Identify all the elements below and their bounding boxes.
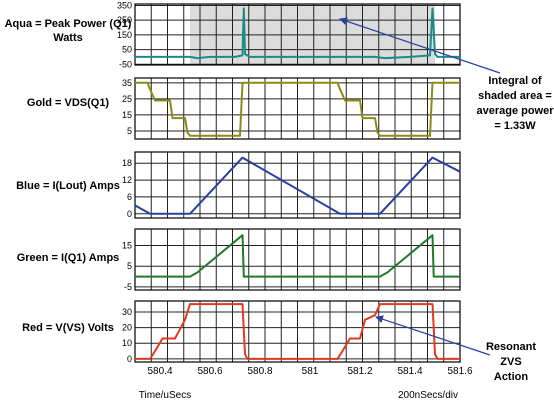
y-tick-label: -5 <box>124 282 132 292</box>
x-tick-label: 581 <box>302 366 319 377</box>
panel-label-line: Green = I(Q1) Amps <box>17 252 120 264</box>
y-tick-label: 12 <box>122 175 132 185</box>
zvs-arrow <box>375 315 491 356</box>
panel-label-line: Aqua = Peak Power (Q1) <box>5 18 132 30</box>
x-tick-label: 581.6 <box>447 366 472 377</box>
annotation-line: ZVS <box>500 356 521 368</box>
panel-frame <box>134 300 461 363</box>
series-line <box>135 7 460 60</box>
time-scale-label: 200nSecs/div <box>398 390 458 400</box>
panel-label-line: Watts <box>53 32 83 44</box>
x-tick-label: 581.2 <box>347 366 372 377</box>
series-line <box>135 81 460 137</box>
y-tick-label: 15 <box>122 241 132 251</box>
integral-annotation: Integral of shaded area = average power = 1… <box>476 75 554 132</box>
y-tick-label: 20 <box>122 323 132 333</box>
y-tick-label: 35 <box>122 78 132 88</box>
panel-label: Aqua = Peak Power (Q1) Watts <box>5 18 132 44</box>
panel-frame <box>134 228 461 291</box>
y-tick-label: 10 <box>122 338 132 348</box>
zvs-annotation: Resonant ZVS Action <box>486 341 536 383</box>
y-tick-label: 50 <box>122 45 132 55</box>
panel-3: 18 12 6 0 Blue = I(Lout) Amps <box>16 151 461 219</box>
annotation-line: = 1.33W <box>494 120 536 132</box>
x-tick-label: 580.4 <box>147 366 172 377</box>
annotation-line: Action <box>494 371 529 383</box>
y-tick-label: 18 <box>122 158 132 168</box>
panel-4: 15 5 -5 Green = I(Q1) Amps <box>17 228 461 292</box>
panel-frame <box>134 3 461 66</box>
series-line <box>135 303 460 360</box>
panel-frame <box>134 151 461 219</box>
y-tick-label: 0 <box>127 354 132 364</box>
panel-2: 35 25 15 5 Gold = VDS(Q1) <box>27 77 461 140</box>
y-tick-label: 25 <box>122 94 132 104</box>
panel-label-line: Red = V(VS) Volts <box>22 322 114 334</box>
annotation-line: shaded area = <box>478 90 552 102</box>
series-line <box>135 234 460 278</box>
annotation-line: average power <box>476 105 554 117</box>
y-tick-label: 150 <box>117 30 132 40</box>
panel-label-line: Gold = VDS(Q1) <box>27 97 110 109</box>
x-tick-label: 580.8 <box>247 366 272 377</box>
integral-arrow <box>339 17 501 74</box>
y-tick-label: 0 <box>127 209 132 219</box>
y-tick-label: 5 <box>127 261 132 271</box>
y-tick-label: -50 <box>119 59 132 69</box>
x-tick-label: 581.4 <box>397 366 422 377</box>
panel-label-line: Blue = I(Lout) Amps <box>16 180 120 192</box>
y-tick-label: 6 <box>127 192 132 202</box>
panel-label: Blue = I(Lout) Amps <box>16 180 120 192</box>
y-tick-label: 250 <box>117 15 132 25</box>
panel-label: Red = V(VS) Volts <box>22 322 114 334</box>
panel-label: Green = I(Q1) Amps <box>17 252 120 264</box>
panel-label: Gold = VDS(Q1) <box>27 97 110 109</box>
series-line <box>134 156 461 215</box>
panel-frame <box>134 77 461 140</box>
y-tick-label: 5 <box>127 126 132 136</box>
panel-1: 350 250 150 50 -50 Aqua = Peak Power (Q1) Watt… <box>5 0 461 69</box>
y-tick-label: 15 <box>122 110 132 120</box>
y-tick-label: 350 <box>117 0 132 10</box>
panel-5: 30 20 10 0 Red = V(VS) Volts <box>22 300 461 364</box>
y-tick-label: 30 <box>122 307 132 317</box>
x-axis-title: Time/uSecs <box>139 390 191 400</box>
annotation-line: Resonant <box>486 341 536 353</box>
annotation-line: Integral of <box>488 75 542 87</box>
x-tick-label: 580.6 <box>197 366 222 377</box>
